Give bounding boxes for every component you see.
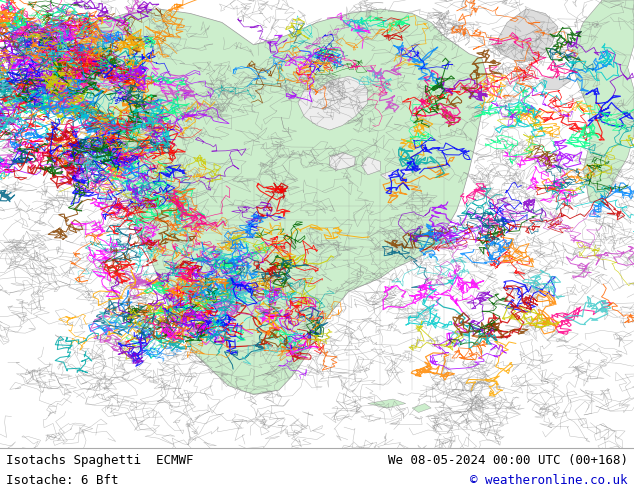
Text: Isotachs Spaghetti  ECMWF: Isotachs Spaghetti ECMWF (6, 454, 194, 466)
Polygon shape (399, 166, 418, 175)
Polygon shape (298, 76, 368, 130)
Polygon shape (380, 171, 399, 179)
Polygon shape (330, 152, 355, 171)
Text: Isotache: 6 Bft: Isotache: 6 Bft (6, 474, 119, 488)
Polygon shape (495, 9, 558, 63)
Polygon shape (539, 76, 571, 90)
Polygon shape (0, 9, 488, 394)
Polygon shape (571, 0, 634, 202)
Text: We 08-05-2024 00:00 UTC (00+168): We 08-05-2024 00:00 UTC (00+168) (387, 454, 628, 466)
Polygon shape (412, 404, 431, 413)
Text: © weatheronline.co.uk: © weatheronline.co.uk (470, 474, 628, 488)
Polygon shape (368, 399, 406, 408)
Polygon shape (361, 157, 380, 175)
